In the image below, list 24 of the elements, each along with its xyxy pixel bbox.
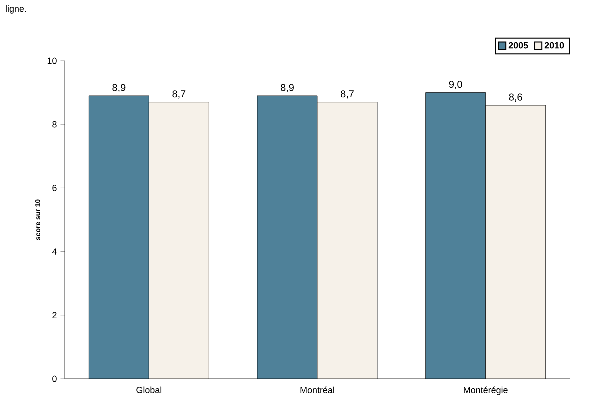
y-tick-label: 6 — [52, 185, 57, 192]
y-tick-label: 0 — [52, 376, 57, 382]
x-tick-label: Montréal — [300, 386, 334, 394]
bar — [89, 96, 150, 379]
x-tick-label: Montérégie — [464, 386, 508, 396]
y-tick-label: 4 — [52, 248, 57, 255]
bar — [318, 102, 378, 379]
bar — [486, 105, 546, 379]
bar — [258, 96, 318, 379]
data-label: 8,9 — [112, 84, 126, 92]
data-label: 9,0 — [449, 81, 462, 90]
legend-label: 2005 — [508, 42, 528, 49]
data-label: 8,7 — [172, 90, 186, 99]
x-tick-label: Global — [136, 386, 162, 394]
bar — [149, 102, 210, 379]
legend-label: 2010 — [544, 42, 564, 49]
bar — [426, 92, 486, 379]
y-tick-label: 10 — [48, 58, 57, 64]
text: ligne. — [6, 6, 26, 14]
data-label: 8,6 — [509, 94, 522, 102]
y-tick-label: 8 — [52, 121, 57, 128]
data-label: 8,9 — [281, 84, 294, 92]
y-tick-label: 2 — [52, 312, 57, 319]
data-label: 8,7 — [341, 90, 354, 99]
